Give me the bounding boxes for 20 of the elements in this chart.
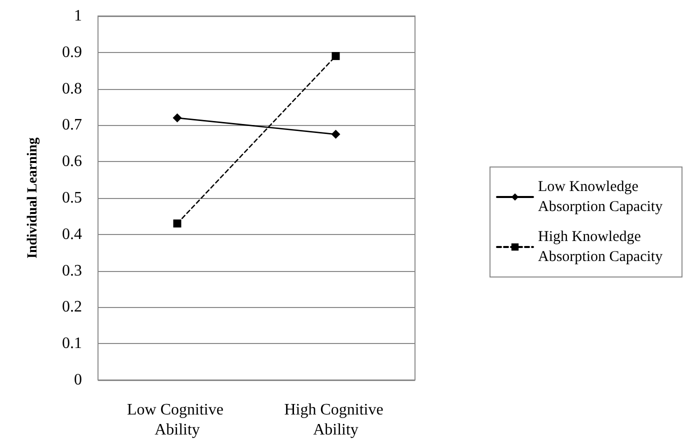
legend-label: Low Knowledge Absorption Capacity: [538, 179, 664, 215]
y-axis-title: Individual Learning: [26, 138, 40, 258]
y-tick-label: 0.1: [62, 335, 82, 352]
y-tick-label: 1: [74, 8, 82, 24]
y-tick-label: 0.2: [62, 298, 82, 316]
y-tick-label: 0.8: [62, 80, 82, 98]
y-tick-label: 0: [74, 372, 82, 388]
y-tick-label: 0.5: [62, 190, 82, 206]
y-tick-label: 0.9: [62, 44, 82, 61]
y-tick-label: 0.7: [62, 116, 82, 134]
y-tick-label: 0.6: [62, 153, 82, 170]
point: [332, 52, 340, 60]
y-tick-label: 0.3: [62, 262, 82, 280]
y-tick-label: 0.4: [62, 226, 82, 243]
point: [331, 130, 340, 139]
x-tick-label: Low Cognitive Ability: [127, 402, 228, 438]
x-tick-label: High Cognitive Ability: [284, 402, 388, 438]
legend-label: High Knowledge Absorption Capacity: [538, 229, 664, 265]
point: [173, 219, 182, 228]
point: [172, 113, 182, 122]
